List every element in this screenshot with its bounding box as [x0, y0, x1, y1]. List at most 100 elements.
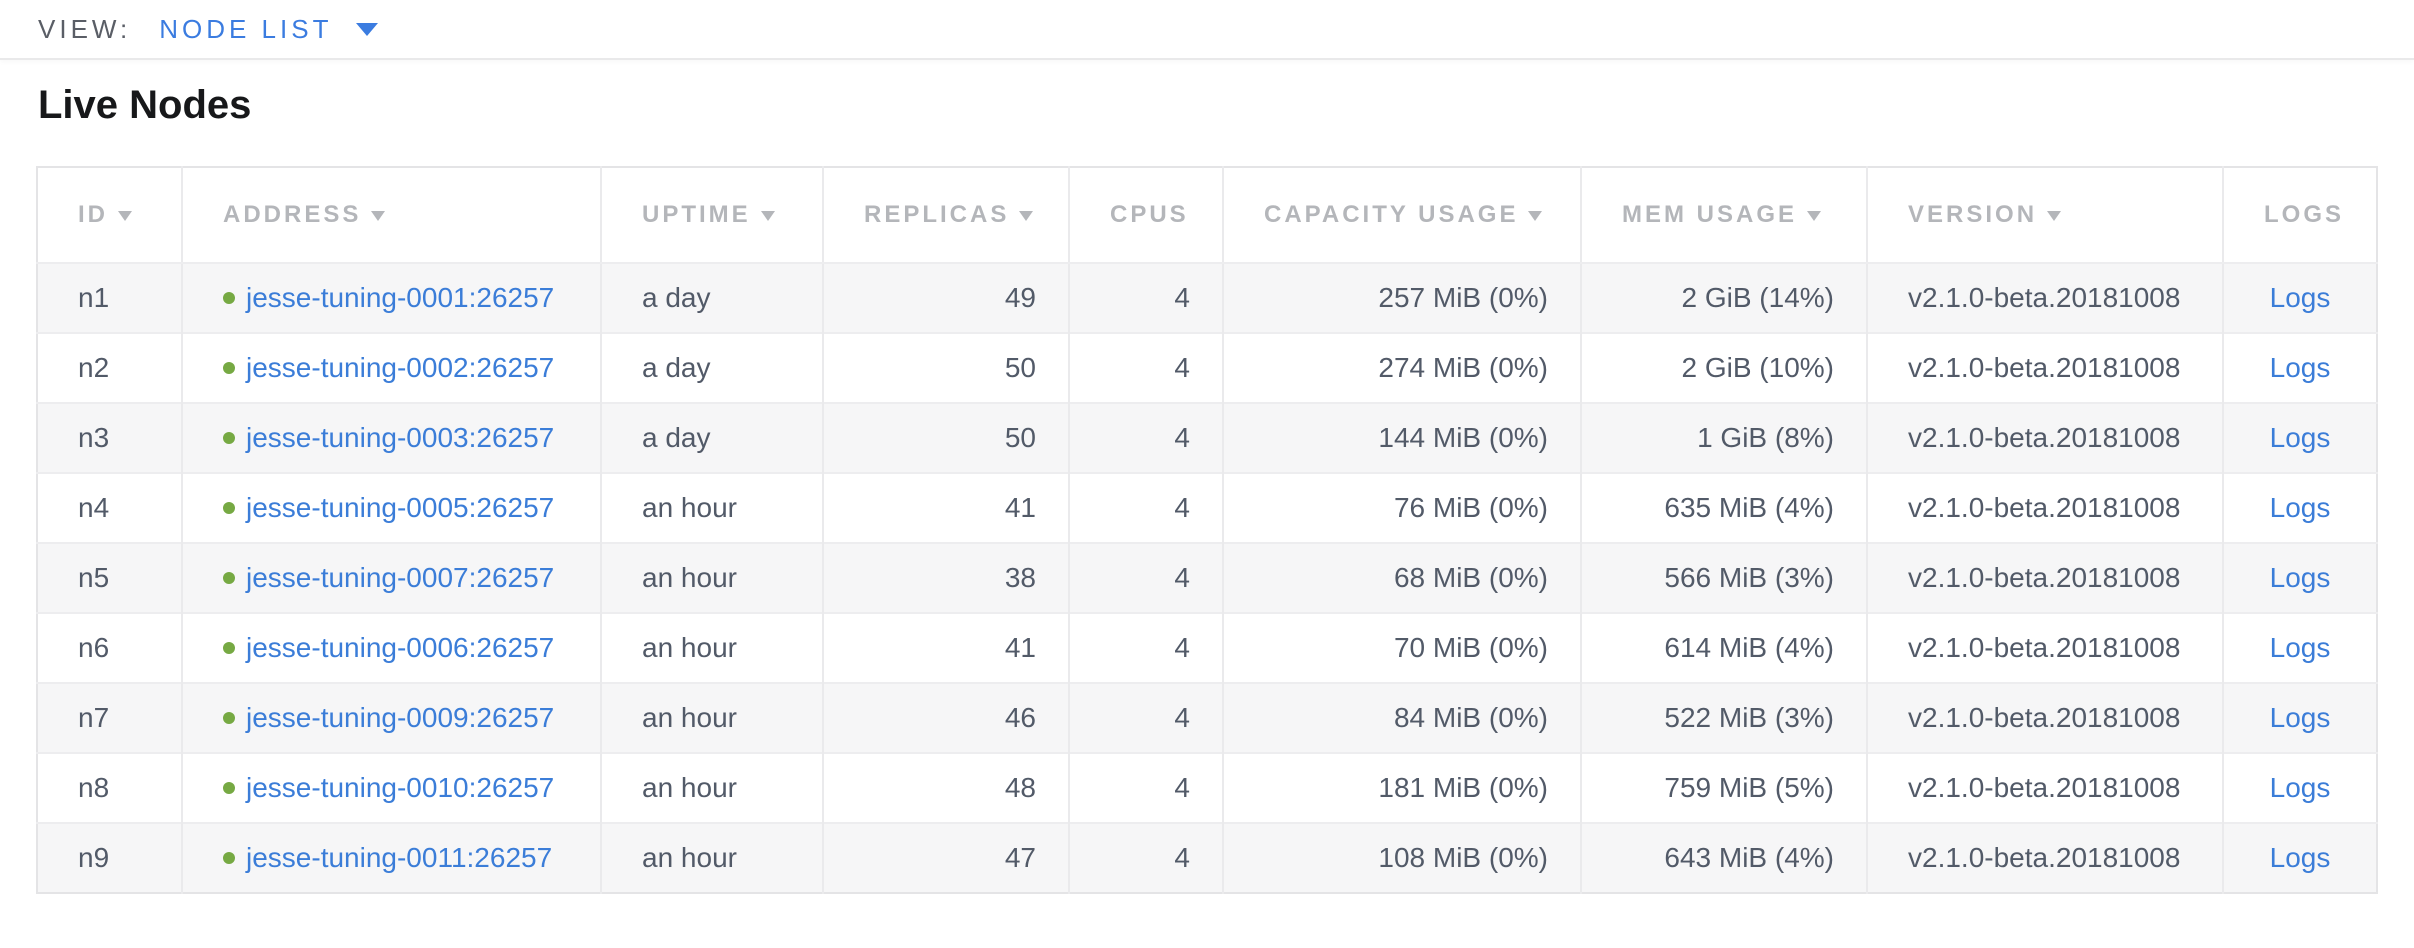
table-row: n1 jesse-tuning-0001:26257 a day 49 4 257 MiB… [37, 263, 2377, 333]
cell-uptime: an hour [601, 613, 824, 683]
cell-id: n4 [37, 473, 183, 543]
sort-desc-icon [760, 211, 775, 221]
cell-capacity: 108 MiB (0%) [1223, 823, 1582, 893]
column-header-capacity[interactable]: CAPACITY USAGE [1223, 167, 1582, 264]
column-header-cpus: CPUS [1069, 167, 1224, 264]
column-header-logs: LOGS [2223, 167, 2377, 264]
cell-capacity: 68 MiB (0%) [1223, 543, 1582, 613]
view-selector[interactable]: NODE LIST [159, 13, 379, 45]
cell-address: jesse-tuning-0009:26257 [182, 683, 602, 753]
cell-id: n8 [37, 753, 183, 823]
cell-uptime: an hour [601, 473, 824, 543]
cell-id: n2 [37, 333, 183, 403]
node-address-link[interactable]: jesse-tuning-0006:26257 [246, 632, 555, 663]
cell-mem: 566 MiB (3%) [1581, 543, 1868, 613]
cell-version: v2.1.0-beta.20181008 [1867, 823, 2224, 893]
cell-address: jesse-tuning-0005:26257 [182, 473, 602, 543]
view-bar: VIEW: NODE LIST [0, 0, 2414, 60]
cell-uptime: an hour [601, 753, 824, 823]
node-address-link[interactable]: jesse-tuning-0011:26257 [246, 842, 553, 873]
column-header-mem[interactable]: MEM USAGE [1581, 167, 1868, 264]
node-status-dot [223, 572, 235, 585]
cell-cpus: 4 [1069, 823, 1224, 893]
cell-id: n5 [37, 543, 183, 613]
cell-id: n3 [37, 403, 183, 473]
sort-desc-icon [1019, 211, 1034, 221]
node-status-dot [223, 782, 235, 795]
logs-link[interactable]: Logs [2269, 422, 2331, 453]
table-row: n8 jesse-tuning-0010:26257 an hour 48 4 181 M… [37, 753, 2377, 823]
column-header-replicas[interactable]: REPLICAS [823, 167, 1070, 264]
cell-capacity: 274 MiB (0%) [1223, 333, 1582, 403]
cell-logs: Logs [2223, 823, 2377, 893]
cell-replicas: 50 [823, 333, 1070, 403]
logs-link[interactable]: Logs [2269, 772, 2331, 803]
column-header-id[interactable]: ID [37, 167, 183, 264]
cell-replicas: 38 [823, 543, 1070, 613]
cell-uptime: an hour [601, 823, 824, 893]
cell-logs: Logs [2223, 543, 2377, 613]
cell-id: n1 [37, 263, 183, 333]
node-address-link[interactable]: jesse-tuning-0007:26257 [246, 562, 555, 593]
cell-version: v2.1.0-beta.20181008 [1867, 473, 2224, 543]
cell-cpus: 4 [1069, 613, 1224, 683]
column-header-label: MEM USAGE [1622, 201, 1798, 228]
cell-address: jesse-tuning-0010:26257 [182, 753, 602, 823]
cell-address: jesse-tuning-0006:26257 [182, 613, 602, 683]
cell-uptime: a day [601, 333, 824, 403]
logs-link[interactable]: Logs [2269, 492, 2331, 523]
column-header-version[interactable]: VERSION [1867, 167, 2224, 264]
view-label: VIEW: [38, 13, 132, 44]
cell-cpus: 4 [1069, 543, 1224, 613]
node-status-dot [223, 642, 235, 655]
column-header-address[interactable]: ADDRESS [182, 167, 602, 264]
cell-capacity: 76 MiB (0%) [1223, 473, 1582, 543]
node-address-link[interactable]: jesse-tuning-0009:26257 [246, 702, 555, 733]
cell-replicas: 50 [823, 403, 1070, 473]
logs-link[interactable]: Logs [2269, 842, 2331, 873]
chevron-down-icon [356, 22, 379, 36]
page-title: Live Nodes [38, 83, 252, 127]
logs-link[interactable]: Logs [2269, 632, 2331, 663]
cell-capacity: 181 MiB (0%) [1223, 753, 1582, 823]
cell-version: v2.1.0-beta.20181008 [1867, 333, 2224, 403]
cell-address: jesse-tuning-0002:26257 [182, 333, 602, 403]
node-address-link[interactable]: jesse-tuning-0001:26257 [246, 282, 555, 313]
logs-link[interactable]: Logs [2269, 562, 2331, 593]
node-address-link[interactable]: jesse-tuning-0002:26257 [246, 352, 555, 383]
cell-cpus: 4 [1069, 753, 1224, 823]
cell-address: jesse-tuning-0003:26257 [182, 403, 602, 473]
column-header-label: ADDRESS [223, 201, 362, 228]
cell-logs: Logs [2223, 753, 2377, 823]
cell-address: jesse-tuning-0001:26257 [182, 263, 602, 333]
cell-version: v2.1.0-beta.20181008 [1867, 683, 2224, 753]
cell-cpus: 4 [1069, 333, 1224, 403]
logs-link[interactable]: Logs [2269, 282, 2331, 313]
sort-desc-icon [1807, 211, 1822, 221]
cell-logs: Logs [2223, 403, 2377, 473]
node-status-dot [223, 502, 235, 515]
cell-mem: 759 MiB (5%) [1581, 753, 1868, 823]
column-header-uptime[interactable]: UPTIME [601, 167, 824, 264]
table-row: n7 jesse-tuning-0009:26257 an hour 46 4 84 Mi… [37, 683, 2377, 753]
node-address-link[interactable]: jesse-tuning-0005:26257 [246, 492, 555, 523]
cell-uptime: an hour [601, 543, 824, 613]
node-status-dot [223, 712, 235, 725]
cell-cpus: 4 [1069, 403, 1224, 473]
cell-capacity: 84 MiB (0%) [1223, 683, 1582, 753]
logs-link[interactable]: Logs [2269, 352, 2331, 383]
node-address-link[interactable]: jesse-tuning-0003:26257 [246, 422, 555, 453]
logs-link[interactable]: Logs [2269, 702, 2331, 733]
view-selector-value: NODE LIST [159, 13, 333, 44]
cell-logs: Logs [2223, 613, 2377, 683]
cell-logs: Logs [2223, 263, 2377, 333]
node-status-dot [223, 292, 235, 305]
cell-replicas: 41 [823, 613, 1070, 683]
node-address-link[interactable]: jesse-tuning-0010:26257 [246, 772, 555, 803]
cell-mem: 643 MiB (4%) [1581, 823, 1868, 893]
table-row: n9 jesse-tuning-0011:26257 an hour 47 4 108 M… [37, 823, 2377, 893]
node-status-dot [223, 432, 235, 445]
sort-desc-icon [2047, 211, 2062, 221]
cell-replicas: 41 [823, 473, 1070, 543]
table-header-row: ID ADDRESS UPTIME REPLICAS CPUS CAPACITY USAG… [37, 167, 2377, 264]
